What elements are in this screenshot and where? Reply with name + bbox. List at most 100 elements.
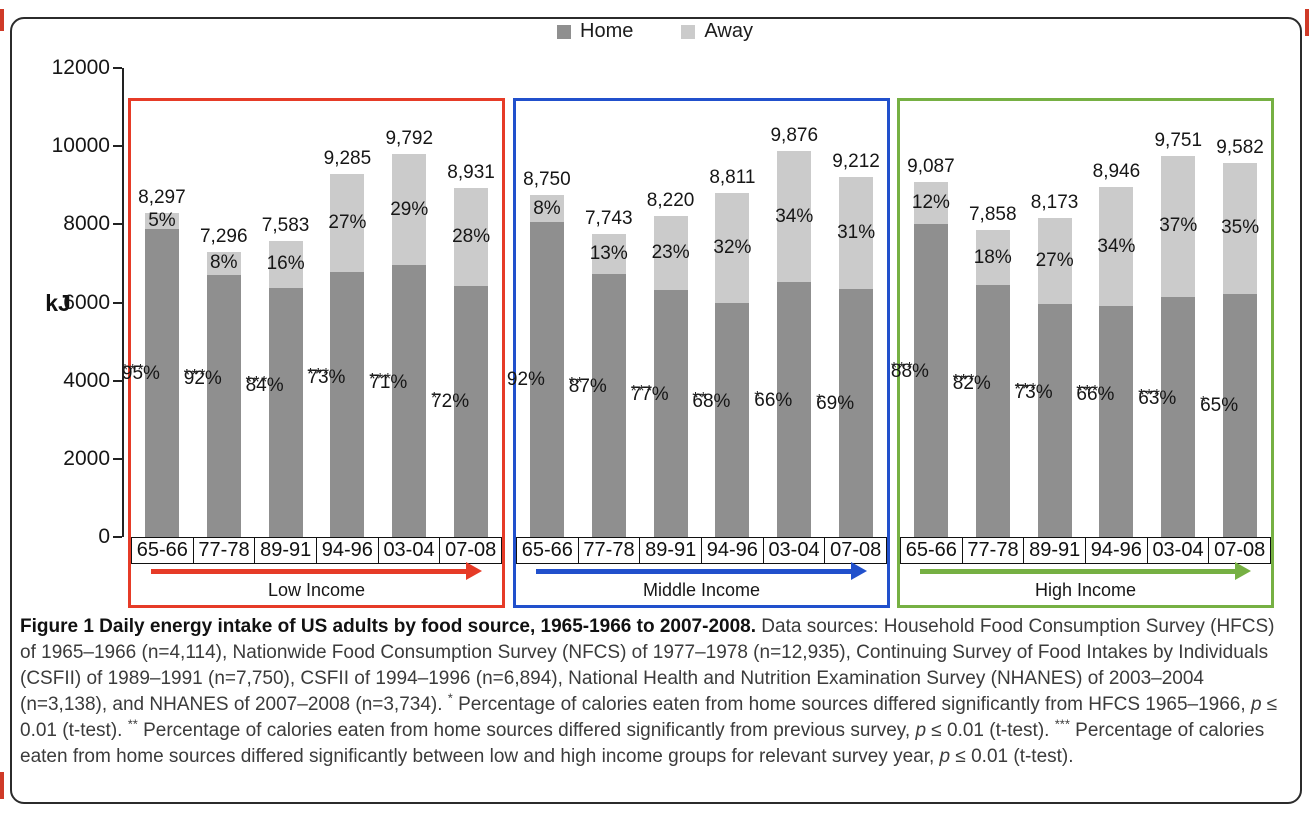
bar-home-pct-label: 87% <box>568 376 607 398</box>
significance-asterisks: * <box>1014 381 1023 399</box>
bar-total-label: 9,212 <box>832 150 880 172</box>
bar-away-segment <box>913 181 948 225</box>
bar-home-segment <box>529 222 564 537</box>
x-tick-low-65-66: 65-66 <box>131 537 194 564</box>
bar-away-segment <box>715 192 750 303</box>
trend-arrow-line <box>151 569 466 574</box>
y-tick-label: 10000 <box>51 134 110 158</box>
bar-away-segment <box>777 151 812 283</box>
significance-asterisks: *** <box>369 371 393 389</box>
bar-home-segment <box>330 272 365 537</box>
bar-high-03-04 <box>1161 155 1196 537</box>
y-axis-tick <box>113 145 122 148</box>
bar-home-pct-label: 88% <box>890 360 929 382</box>
bar-home-pct-label: 63% <box>1138 387 1177 409</box>
income-group-box-middle: 8,750 8% 92% 7,743 13% 87% * ** 8,220 23% 77% *** 8… <box>507 98 890 608</box>
significance-asterisks: *** <box>890 359 915 377</box>
bar-home-segment <box>975 285 1010 537</box>
caption-text: p <box>1250 694 1262 715</box>
bar-home-pct-label: 73% <box>307 366 346 388</box>
bar-away-pct-label: 29% <box>390 198 429 220</box>
bar-middle-07-08 <box>839 176 874 537</box>
bar-middle-65-66 <box>529 195 564 537</box>
x-tick-middle-94-96: 94-96 <box>701 537 764 564</box>
bar-away-pct-label: 31% <box>837 221 876 243</box>
bar-home-pct-label: 66% <box>1076 383 1115 405</box>
caption-text: Data sources: Household Food Consumption… <box>20 616 1275 715</box>
bar-low-03-04 <box>392 154 427 537</box>
y-tick-label: 2000 <box>63 446 110 470</box>
x-tick-middle-07-08: 07-08 <box>824 537 888 564</box>
bar-away-segment <box>653 215 688 290</box>
bar-away-pct-label: 27% <box>328 212 367 234</box>
x-axis-labels: 65-66 77-78 89-91 94-96 03-04 07-08 <box>131 537 503 564</box>
bar-home-pct-label: 72% <box>431 391 470 413</box>
caption-text: ≤ 0.01 (t-test). <box>20 694 1278 741</box>
caption-text: Percentage of calories eaten from home s… <box>137 720 916 741</box>
bar-low-65-66 <box>144 212 179 537</box>
significance-asterisks: * <box>952 372 961 390</box>
bar-total-label: 8,297 <box>138 186 186 208</box>
figure-caption: Figure 1 Daily energy intake of US adult… <box>20 614 1284 770</box>
bar-home-segment <box>1099 306 1134 537</box>
bar-away-pct-label: 37% <box>1159 215 1198 237</box>
bar-home-pct-label: 82% <box>952 373 991 395</box>
bar-away-pct-label: 16% <box>266 253 305 275</box>
chart-legend: Home Away <box>0 20 1310 43</box>
bar-high-77-78 <box>975 229 1010 537</box>
x-tick-middle-89-91: 89-91 <box>639 537 703 564</box>
x-tick-high-07-08: 07-08 <box>1208 537 1272 564</box>
trend-arrow-head <box>1235 562 1251 580</box>
bar-away-pct-label: 8% <box>210 252 238 274</box>
caption-title: Figure 1 Daily energy intake of US adult… <box>20 616 756 637</box>
x-tick-high-65-66: 65-66 <box>900 537 963 564</box>
bar-away-pct-label: 35% <box>1221 217 1260 239</box>
bar-away-segment <box>392 154 427 266</box>
significance-asterisks: * <box>692 389 701 407</box>
bar-away-pct-label: 23% <box>651 241 690 263</box>
x-tick-high-77-78: 77-78 <box>961 537 1025 564</box>
bar-home-segment <box>1223 293 1258 537</box>
bar-away-pct-label: 18% <box>973 246 1012 268</box>
y-axis-tick <box>113 223 122 226</box>
significance-asterisks: *** <box>1076 382 1100 400</box>
bar-home-segment <box>839 288 874 537</box>
x-tick-middle-65-66: 65-66 <box>516 537 579 564</box>
bar-home-segment <box>715 302 750 537</box>
caption-significance-marker: ** <box>127 716 138 732</box>
bar-middle-77-78 <box>591 234 626 537</box>
bar-home-pct-label: 92% <box>506 368 545 390</box>
bar-home-pct-label: 65% <box>1200 395 1239 417</box>
bar-home-pct-label: 92% <box>183 367 222 389</box>
legend-item-home: Home <box>557 20 633 43</box>
significance-asterisks: * <box>245 373 254 391</box>
y-tick-label: 8000 <box>63 212 110 236</box>
x-tick-high-03-04: 03-04 <box>1146 537 1210 564</box>
bar-total-label: 7,743 <box>584 208 633 230</box>
bar-middle-89-91 <box>653 215 688 537</box>
significance-asterisks: *** <box>1138 386 1162 404</box>
bar-low-07-08 <box>454 187 489 537</box>
bar-away-segment <box>330 174 365 273</box>
legend-item-away: Away <box>681 20 753 43</box>
bar-home-segment <box>1161 296 1196 537</box>
x-tick-middle-77-78: 77-78 <box>577 537 641 564</box>
bar-home-segment <box>268 288 303 537</box>
bar-away-segment <box>144 212 179 229</box>
x-tick-high-89-91: 89-91 <box>1023 537 1087 564</box>
significance-asterisks: *** <box>121 361 146 379</box>
bar-home-pct-label: 71% <box>369 372 408 394</box>
bar-away-segment <box>268 240 303 289</box>
bar-total-label: 8,931 <box>447 161 495 183</box>
significance-asterisks: ** <box>692 389 708 407</box>
significance-asterisks: ** <box>307 365 323 383</box>
bar-away-pct-label: 28% <box>452 225 491 247</box>
bar-high-65-66 <box>913 181 948 537</box>
bar-total-label: 8,811 <box>709 166 756 188</box>
x-tick-middle-03-04: 03-04 <box>762 537 826 564</box>
y-axis-tick <box>113 457 122 460</box>
legend-home-swatch <box>557 24 572 39</box>
significance-asterisks: ** <box>245 373 262 391</box>
trend-arrow-head <box>466 562 482 580</box>
bar-away-pct-label: 27% <box>1035 249 1074 271</box>
